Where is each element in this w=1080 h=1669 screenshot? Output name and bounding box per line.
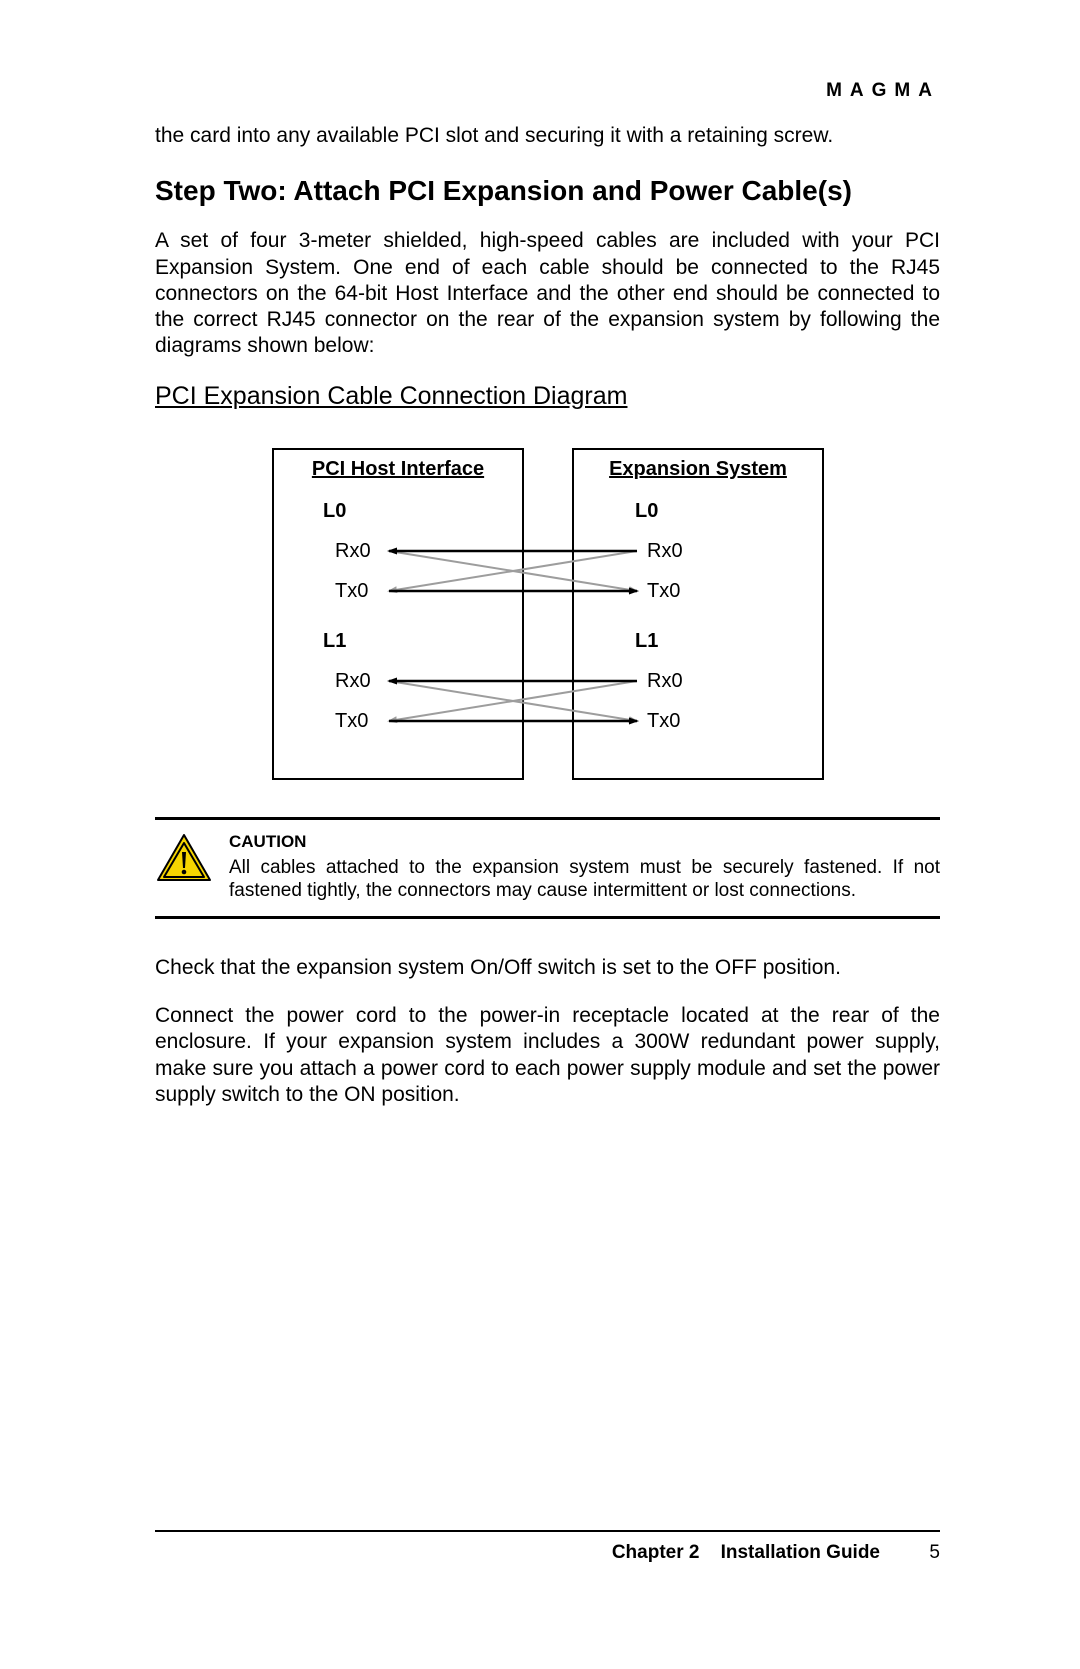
step-two-body: A set of four 3-meter shielded, high-spe… (155, 228, 940, 359)
footer-line: Chapter 2 Installation Guide5 (155, 1542, 940, 1564)
power-cord-paragraph: Connect the power cord to the power-in r… (155, 1003, 940, 1108)
caution-text: CAUTION All cables attached to the expan… (229, 832, 940, 902)
svg-text:Tx0: Tx0 (647, 580, 680, 602)
intro-paragraph: the card into any available PCI slot and… (155, 123, 940, 149)
check-switch-paragraph: Check that the expansion system On/Off s… (155, 955, 940, 981)
svg-text:Tx0: Tx0 (647, 710, 680, 732)
footer-rule (155, 1530, 940, 1532)
footer-chapter: Chapter 2 (612, 1542, 700, 1563)
page-footer: Chapter 2 Installation Guide5 (155, 1530, 940, 1564)
footer-title: Installation Guide (721, 1542, 880, 1563)
svg-text:Rx0: Rx0 (335, 670, 371, 692)
svg-text:Tx0: Tx0 (335, 710, 368, 732)
caution-body: All cables attached to the expansion sys… (229, 856, 940, 902)
connection-diagram: PCI Host Interface Expansion System L0 Rx0 T… (155, 439, 940, 789)
step-two-heading: Step Two: Attach PCI Expansion and Power… (155, 175, 940, 207)
caution-block: CAUTION All cables attached to the expan… (155, 817, 940, 919)
svg-text:L0: L0 (635, 500, 658, 522)
svg-text:PCI Host Interface: PCI Host Interface (311, 458, 483, 480)
document-page: MAGMA the card into any available PCI sl… (0, 0, 1080, 1669)
svg-text:Tx0: Tx0 (335, 580, 368, 602)
svg-text:Rx0: Rx0 (647, 540, 683, 562)
svg-text:Rx0: Rx0 (335, 540, 371, 562)
caution-label: CAUTION (229, 832, 940, 852)
footer-page-number: 5 (880, 1542, 940, 1564)
caution-icon (155, 832, 213, 902)
svg-text:Rx0: Rx0 (647, 670, 683, 692)
svg-text:Expansion System: Expansion System (609, 458, 787, 480)
connection-diagram-svg: PCI Host Interface Expansion System L0 Rx0 T… (263, 439, 833, 789)
svg-text:L1: L1 (323, 630, 346, 652)
svg-text:L1: L1 (635, 630, 658, 652)
svg-text:L0: L0 (323, 500, 346, 522)
brand-header: MAGMA (155, 80, 940, 102)
diagram-heading: PCI Expansion Cable Connection Diagram (155, 382, 940, 411)
